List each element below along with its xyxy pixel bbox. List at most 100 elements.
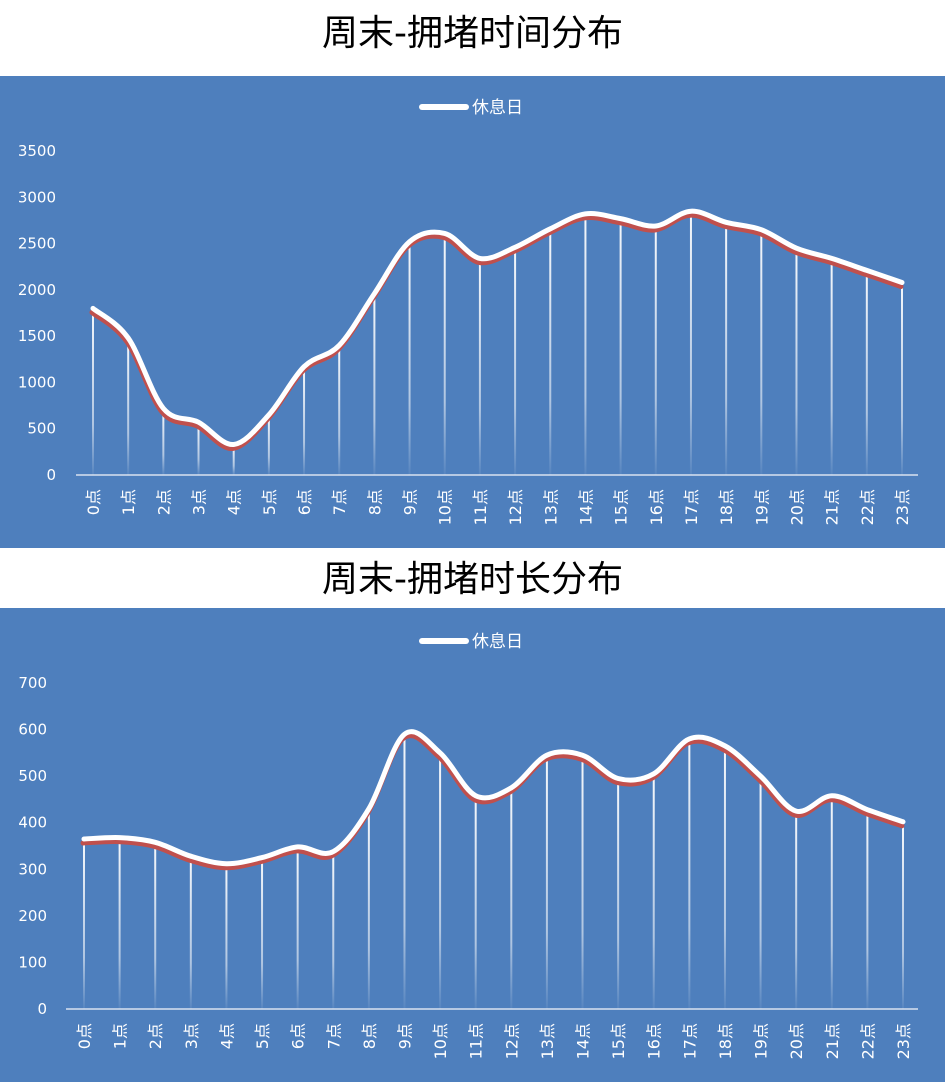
data-point-0点 [91, 306, 95, 310]
drop-line-11点 [474, 795, 477, 1009]
data-point-11点 [478, 256, 482, 260]
x-tick-label: 4点 [225, 489, 244, 515]
y-tick-label: 100 [18, 953, 47, 971]
x-tick-label: 5点 [253, 1023, 272, 1049]
drop-line-19点 [760, 229, 763, 475]
x-tick-label: 3点 [190, 489, 209, 515]
x-tick-label: 15点 [609, 1023, 628, 1059]
data-point-17点 [687, 737, 691, 741]
y-tick-label: 1500 [18, 327, 56, 345]
drop-line-2点 [162, 408, 165, 475]
x-tick-label: 15点 [612, 489, 631, 525]
data-point-6点 [302, 365, 306, 369]
data-point-19点 [759, 774, 763, 778]
x-tick-label: 7点 [330, 489, 349, 515]
x-tick-label: 10点 [431, 1023, 450, 1059]
drop-line-12点 [514, 247, 517, 475]
x-tick-label: 9点 [401, 489, 420, 515]
data-point-8点 [367, 807, 371, 811]
data-point-9点 [402, 732, 406, 736]
y-tick-label: 0 [37, 1000, 47, 1018]
legend-label: 休息日 [472, 98, 523, 118]
drop-line-1点 [118, 837, 121, 1009]
drop-line-7点 [338, 345, 341, 475]
drop-line-5点 [267, 414, 270, 475]
data-point-11点 [474, 794, 478, 798]
y-tick-label: 600 [18, 721, 47, 739]
drop-line-10点 [443, 233, 446, 475]
x-tick-label: 21点 [823, 1023, 842, 1059]
x-tick-label: 1点 [119, 489, 138, 515]
data-point-16点 [652, 772, 656, 776]
drop-line-9点 [408, 241, 411, 475]
y-tick-label: 0 [46, 466, 56, 484]
x-tick-label: 12点 [502, 1023, 521, 1059]
y-tick-label: 3000 [18, 188, 56, 206]
data-point-13点 [548, 227, 552, 231]
x-tick-label: 10点 [436, 489, 455, 525]
x-tick-label: 16点 [645, 1023, 664, 1059]
data-point-7点 [337, 343, 341, 347]
drop-line-12点 [510, 787, 513, 1009]
series-line-shadow [80, 733, 905, 871]
data-point-7点 [331, 850, 335, 854]
series-line [90, 208, 905, 447]
y-tick-label: 500 [27, 420, 56, 438]
x-tick-label: 18点 [716, 1023, 735, 1059]
drop-line-21点 [830, 258, 833, 475]
data-point-13点 [545, 753, 549, 757]
x-tick-label: 13点 [538, 1023, 557, 1059]
data-point-2点 [153, 840, 157, 844]
x-tick-label: 7点 [324, 1023, 343, 1049]
data-point-18点 [723, 744, 727, 748]
data-point-1点 [126, 336, 130, 340]
data-point-23点 [900, 280, 904, 284]
drop-line-17点 [688, 738, 691, 1009]
drop-line-18点 [723, 745, 726, 1009]
drop-line-13点 [549, 228, 552, 475]
data-point-17点 [689, 209, 693, 213]
x-tick-label: 18点 [717, 489, 736, 525]
data-point-3点 [197, 420, 201, 424]
drop-line-8点 [367, 808, 370, 1009]
drop-line-14点 [581, 755, 584, 1009]
x-tick-label: 9点 [395, 1023, 414, 1049]
x-tick-label: 11点 [471, 489, 490, 525]
x-tick-label: 1点 [111, 1023, 130, 1049]
x-tick-label: 21点 [823, 489, 842, 525]
drop-line-20点 [795, 248, 798, 475]
chart-svg-congestion-duration: 休息日 0 100 200 300 400 500 600 700 0点 1点 2点 3点 4点 5点 6点 7… [0, 608, 945, 1082]
drop-line-23点 [902, 821, 904, 1009]
drop-line-3点 [189, 856, 192, 1009]
data-point-10点 [443, 231, 447, 235]
data-point-15点 [619, 217, 623, 221]
data-point-2点 [161, 406, 165, 410]
x-tick-label: 20点 [787, 489, 806, 525]
drop-line-18点 [725, 222, 728, 475]
drop-line-6点 [303, 366, 306, 475]
y-tick-label: 400 [18, 814, 47, 832]
drop-line-17点 [689, 211, 692, 475]
x-tick-label: 19点 [752, 489, 771, 525]
drop-line-15点 [619, 218, 622, 475]
y-tick-label: 700 [18, 674, 47, 692]
chart-title-congestion-duration: 周末-拥堵时长分布 [322, 559, 623, 600]
data-point-22点 [865, 808, 869, 812]
chart-panel-congestion-duration: 休息日 0 100 200 300 400 500 600 700 0点 1点 2点 3点 4点 5点 6点 7… [0, 608, 945, 1082]
data-point-10点 [438, 751, 442, 755]
chart-title-congestion-time: 周末-拥堵时间分布 [322, 13, 623, 54]
drop-line-15点 [617, 778, 620, 1009]
data-point-5点 [267, 413, 271, 417]
data-point-4点 [232, 442, 236, 446]
drop-line-5点 [261, 857, 264, 1009]
x-tick-label: 13点 [541, 489, 560, 525]
x-tick-label: 14点 [574, 1023, 593, 1059]
data-point-16点 [654, 224, 658, 228]
drop-line-0点 [83, 839, 85, 1009]
x-tick-label: 2点 [146, 1023, 165, 1049]
x-tick-label: 0点 [84, 489, 103, 515]
x-tick-label: 6点 [289, 1023, 308, 1049]
x-tick-label: 23点 [893, 489, 912, 525]
y-tick-label: 2000 [18, 281, 56, 299]
data-point-20点 [794, 809, 798, 813]
